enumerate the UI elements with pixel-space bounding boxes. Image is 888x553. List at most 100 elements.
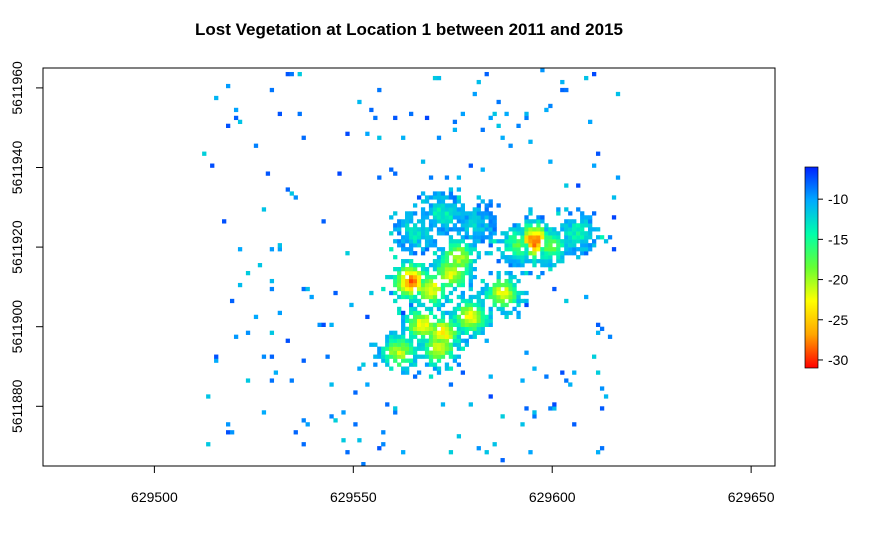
raster-cell [409,302,414,308]
raster-cell [564,239,569,244]
raster-cell [480,306,485,312]
raster-cell [420,290,426,296]
raster-cell [393,227,398,232]
raster-cell [448,310,454,316]
raster-cell [428,175,434,180]
raster-cell [480,231,485,236]
raster-cell [456,199,462,204]
raster-cell [301,135,306,140]
raster-cell [496,203,501,208]
raster-cell [409,111,414,117]
raster-cell [444,223,450,228]
raster-cell [460,370,465,375]
raster-cell [289,71,294,77]
raster-cell [412,251,418,256]
raster-cell [269,330,275,335]
raster-cell [572,370,577,375]
raster-cell [456,259,462,264]
raster-cell [572,251,577,256]
raster-cell [405,366,410,371]
raster-cell [337,171,342,176]
raster-cell [428,294,434,300]
raster-cell [552,406,557,411]
raster-cell [472,247,477,252]
raster-cell [401,354,406,359]
raster-cell [412,294,418,300]
raster-cell [516,263,521,268]
raster-cell [476,235,481,240]
raster-cell [436,338,442,343]
raster-cell [480,330,485,335]
raster-cell [377,175,382,180]
raster-cell [524,231,529,236]
raster-cell [444,326,450,331]
raster-cell [389,350,394,355]
raster-cell [564,207,569,212]
raster-cell [393,338,398,343]
raster-cell [520,239,525,244]
raster-cell [584,243,589,248]
raster-cell [448,211,454,216]
raster-cell [544,227,549,232]
raster-cell [564,251,569,256]
raster-cell [464,326,469,331]
raster-cell [595,330,601,335]
raster-cell [424,362,430,367]
raster-cell [472,322,477,327]
raster-cell [480,227,485,232]
raster-cell [456,314,462,320]
raster-cell [329,382,334,387]
raster-cell [420,231,426,236]
raster-cell [516,310,521,316]
raster-cell [580,219,585,224]
raster-cell [500,458,505,463]
raster-cell [488,286,493,292]
raster-cell [428,282,434,288]
raster-cell [432,282,438,288]
raster-cell [325,354,330,359]
raster-cell [440,259,446,264]
x-axis: 629500 629550 629600 629650 [131,466,775,505]
raster-cell [416,370,422,375]
raster-cell [504,278,509,284]
raster-cell [528,450,533,455]
plot-frame [42,67,776,467]
raster-cell [468,163,473,168]
raster-cell [512,286,517,292]
raster-cell [428,322,434,327]
raster-cell [444,362,450,367]
raster-cell [536,227,541,232]
raster-cell [516,251,521,256]
raster-cell [393,346,398,351]
raster-cell [420,326,426,331]
raster-cell [393,267,398,272]
raster-cell [556,255,561,260]
raster-cell [456,322,462,327]
raster-cell [448,382,454,387]
raster-cell [405,318,410,324]
raster-cell [444,255,450,260]
raster-cell [452,227,458,232]
raster-cell [528,259,533,264]
raster-cell [472,223,477,228]
raster-cell [448,342,454,347]
raster-cell [599,406,605,411]
raster-cell [464,302,469,308]
raster-cell [456,270,462,276]
raster-cell [397,239,402,244]
raster-cell [595,450,601,455]
raster-cell [488,270,493,276]
raster-cell [472,334,477,339]
raster-cell [516,278,521,284]
raster-cell [448,203,454,208]
raster-cell [572,247,577,252]
raster-cell [416,235,422,240]
raster-cell [460,239,465,244]
raster-cell [440,338,446,343]
raster-cell [468,318,473,324]
raster-cell [401,223,406,228]
raster-cell [480,314,485,320]
raster-cell [564,298,569,304]
raster-cell [500,290,505,296]
raster-cell [532,247,537,252]
